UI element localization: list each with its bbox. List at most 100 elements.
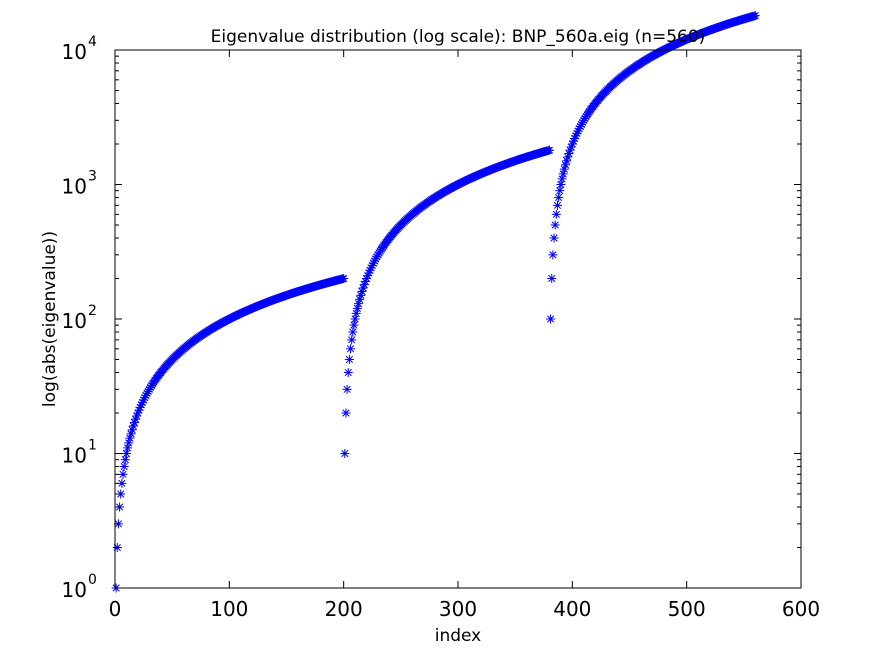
data-point [139,395,149,405]
data-point [116,489,126,499]
data-point [573,126,583,136]
data-point [571,131,581,141]
data-point [137,397,147,407]
y-tick-label: 10 [62,309,87,333]
data-point [339,274,349,284]
data-point [364,268,374,278]
x-axis-ticks: 0 100 200 300 400 500 600 [109,50,820,621]
y-tick-label: 10 [62,578,87,602]
x-axis-title: index [435,626,482,646]
data-point [132,411,142,421]
data-point [140,393,150,403]
x-tick-label: 0 [109,597,122,621]
data-point [550,220,560,230]
data-point [366,263,376,273]
data-point [554,193,564,203]
y-tick-label: 10 [62,40,87,64]
data-point [351,308,361,318]
data-point [560,160,570,170]
data-point [750,11,760,21]
data-point [128,421,138,431]
data-point [548,250,558,260]
data-point [135,402,145,412]
data-point [134,405,144,415]
data-point [120,455,130,465]
data-markers [111,11,760,593]
data-point [547,274,557,284]
data-point [572,128,582,138]
data-point [552,200,562,210]
data-point [559,164,569,174]
x-tick-label: 500 [668,597,706,621]
data-point [578,117,588,127]
data-point [352,303,362,313]
data-point [563,152,573,162]
data-point [568,136,578,146]
x-tick-label: 300 [439,597,477,621]
data-point [133,408,143,418]
data-point [358,283,368,293]
data-point [115,502,125,512]
data-point [344,354,354,364]
data-point [372,252,382,262]
data-point [579,115,589,125]
data-point [359,280,369,290]
data-point [556,180,566,189]
data-point [576,119,586,129]
data-point [365,265,375,275]
x-tick-label: 400 [553,597,591,621]
data-point [558,169,568,179]
data-point [356,290,366,300]
data-point [340,449,350,458]
data-point [371,254,381,264]
data-point [141,390,151,400]
data-point [565,145,575,155]
x-tick-label: 600 [782,597,820,621]
data-point [129,418,139,428]
data-point [354,299,364,309]
x-tick-label: 200 [325,597,363,621]
data-point [119,462,129,472]
data-point [546,314,556,324]
data-point [347,335,357,345]
chart-title: Eigenvalue distribution (log scale): BNP… [211,27,706,47]
data-point [350,314,360,324]
data-point [370,256,380,266]
data-point [117,478,127,488]
data-point [121,449,131,458]
data-point [118,469,128,479]
data-point [575,121,585,131]
axes-background [115,50,801,588]
data-point [348,327,358,337]
data-point [127,425,137,435]
y-tick-label-exponent: 4 [88,34,97,50]
x-tick-label: 100 [210,597,248,621]
y-axis-title: log(abs(eigenvalue)) [40,231,60,407]
data-point [143,386,153,396]
y-tick-label: 10 [62,175,87,199]
data-point [142,388,152,398]
y-tick-label-exponent: 0 [88,572,97,588]
data-point [357,287,367,297]
data-point [145,382,155,392]
data-point [567,139,577,149]
data-point [566,142,576,152]
data-point [564,149,574,159]
data-point [126,429,136,439]
y-tick-label: 10 [62,444,87,468]
data-point [123,443,133,453]
data-point [349,320,359,330]
data-point [341,408,351,418]
data-point [342,384,352,394]
data-point [368,258,378,268]
data-point [544,145,554,155]
data-point [360,277,370,287]
data-point [557,174,567,184]
data-point [363,271,373,281]
data-point [362,274,372,284]
data-point [570,133,580,143]
data-point [374,248,384,258]
y-tick-label-exponent: 1 [88,438,97,454]
